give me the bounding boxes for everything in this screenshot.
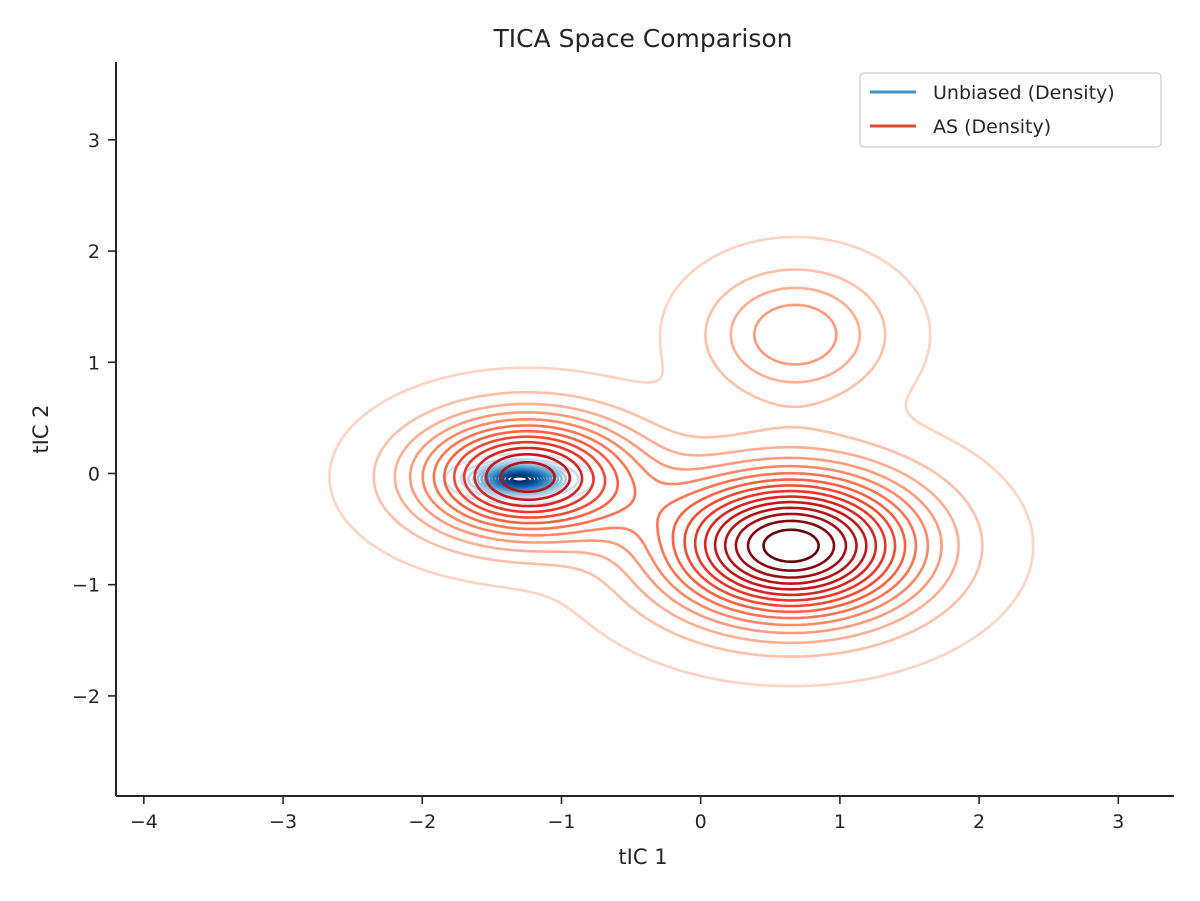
contour-line xyxy=(328,235,1035,688)
contour-line xyxy=(499,461,858,585)
contour-line xyxy=(432,424,918,620)
x-tick-label: 3 xyxy=(1112,811,1124,833)
x-tick-label: −3 xyxy=(269,811,297,833)
legend-label-as: AS (Density) xyxy=(933,116,1051,138)
x-ticks: −4 −3 −2 −1 0 1 2 3 xyxy=(130,796,1124,833)
y-tick-label: 1 xyxy=(88,352,100,374)
contour-line xyxy=(462,440,887,602)
x-tick-label: −1 xyxy=(547,811,575,833)
chart-title: TICA Space Comparison xyxy=(493,24,793,53)
y-tick-label: 3 xyxy=(88,130,100,152)
y-ticks: −2 −1 0 1 2 3 xyxy=(72,130,116,708)
series-1-contours xyxy=(328,235,1035,688)
contour-line xyxy=(408,303,943,635)
legend: Unbiased (Density) AS (Density) xyxy=(859,72,1162,148)
contour-line xyxy=(421,418,930,627)
x-tick-label: 1 xyxy=(834,811,846,833)
contour-line xyxy=(443,429,907,614)
y-tick-label: −2 xyxy=(72,686,100,708)
legend-label-unbiased: Unbiased (Density) xyxy=(933,82,1115,104)
contour-line xyxy=(505,473,535,485)
contour-line xyxy=(746,519,836,572)
x-tick-label: −4 xyxy=(130,811,158,833)
legend-box xyxy=(859,72,1162,148)
contour-line xyxy=(473,446,878,597)
contour-plot-area xyxy=(328,235,1035,688)
contour-line xyxy=(484,453,868,591)
contour-line xyxy=(734,512,848,579)
contour-line xyxy=(393,286,960,645)
contour-line xyxy=(762,528,820,563)
y-tick-label: −1 xyxy=(72,575,100,597)
x-tick-label: 2 xyxy=(973,811,985,833)
contour-line xyxy=(509,475,530,483)
y-tick-label: 0 xyxy=(88,463,100,485)
contour-line xyxy=(452,435,897,608)
axes xyxy=(115,62,1174,797)
contour-line xyxy=(372,268,984,658)
x-axis-label: tIC 1 xyxy=(618,845,667,869)
y-tick-label: 2 xyxy=(88,241,100,263)
y-axis-label: tIC 2 xyxy=(29,404,53,453)
x-tick-label: −2 xyxy=(408,811,436,833)
x-tick-label: 0 xyxy=(695,811,707,833)
